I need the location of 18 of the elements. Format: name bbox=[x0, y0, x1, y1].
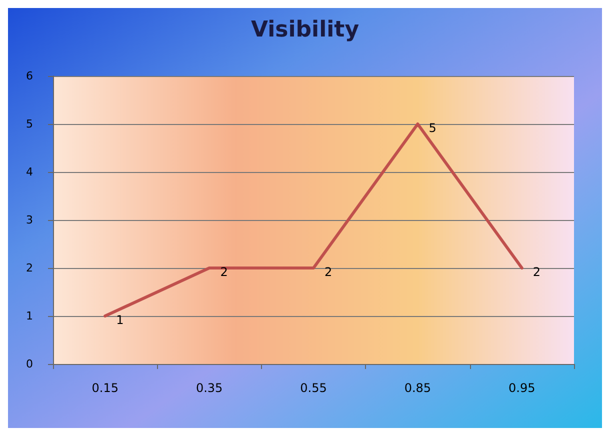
data-label: 2 bbox=[532, 265, 541, 279]
data-label: 2 bbox=[220, 265, 228, 279]
y-tick-label: 0 bbox=[26, 358, 33, 370]
x-tick-label: 0.85 bbox=[404, 381, 432, 395]
y-tick-label: 6 bbox=[26, 70, 33, 82]
data-label: 1 bbox=[116, 313, 124, 327]
y-tick-label: 3 bbox=[26, 214, 33, 226]
chart-title: Visibility bbox=[250, 18, 360, 42]
x-tick-label: 0.35 bbox=[196, 381, 223, 395]
data-label: 2 bbox=[324, 265, 332, 279]
data-label: 5 bbox=[428, 121, 436, 135]
y-tick-label: 2 bbox=[26, 262, 33, 274]
y-tick-label: 5 bbox=[26, 118, 33, 130]
x-tick-label: 0.55 bbox=[300, 381, 327, 395]
y-tick-label: 4 bbox=[26, 166, 33, 178]
y-tick-label: 1 bbox=[26, 310, 33, 322]
x-tick-label: 0.95 bbox=[508, 381, 536, 395]
x-tick-label: 0.15 bbox=[92, 381, 118, 395]
